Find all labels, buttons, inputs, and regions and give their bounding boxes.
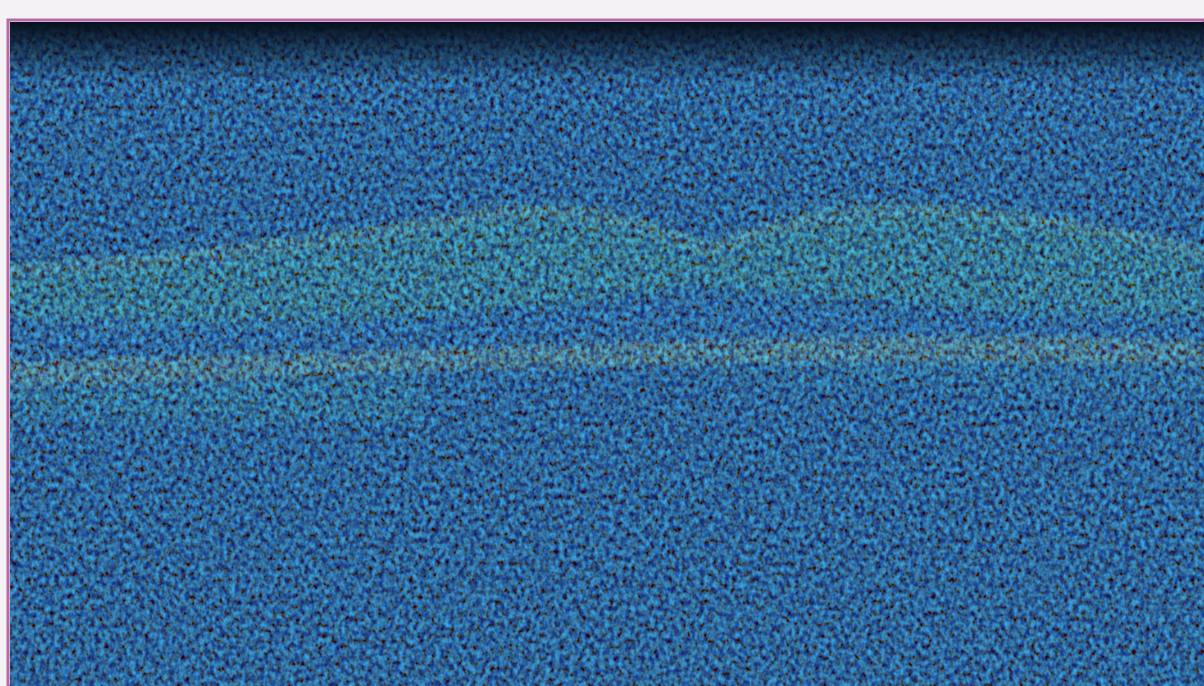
page: [0, 0, 1204, 686]
speckle-dark: [0, 0, 1204, 686]
scan-image: [0, 0, 1204, 686]
top-shadow: [0, 22, 1204, 82]
scan-photo: [0, 0, 1204, 686]
